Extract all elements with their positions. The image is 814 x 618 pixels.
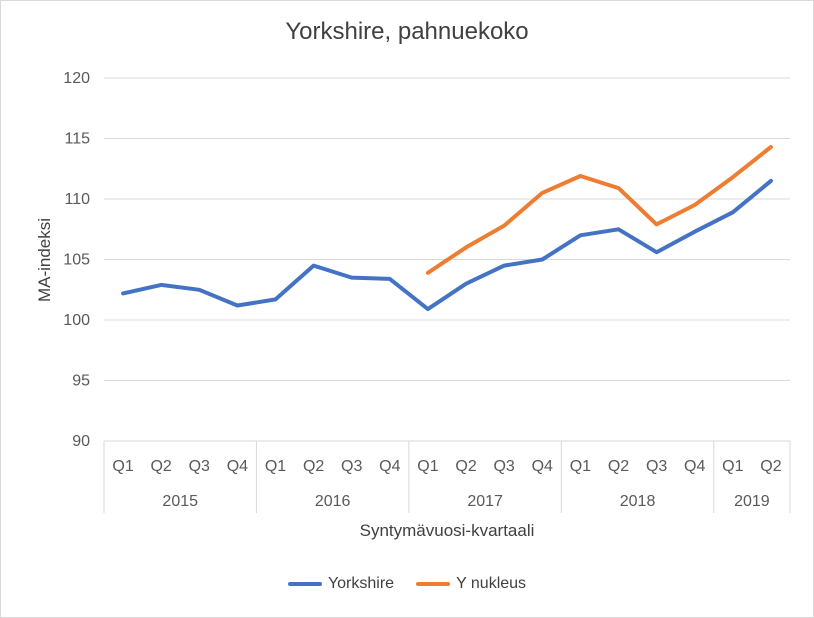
gridlines bbox=[104, 77, 790, 442]
x-tick-label: Q4 bbox=[684, 458, 705, 475]
series-lines bbox=[121, 145, 773, 312]
x-axis: Q1 Q2 Q3 Q4 Q1 Q2 Q3 Q4 Q1 Q2 Q3 Q4 Q1 Q2 Q3 Q4 Q1 Q2 2015… bbox=[103, 441, 791, 513]
x-tick-label: Q1 bbox=[417, 458, 438, 475]
x-tick-label: Q3 bbox=[646, 458, 667, 475]
legend-item: Yorkshire bbox=[287, 575, 395, 593]
x-tick-label: Q2 bbox=[150, 458, 171, 475]
x-tick-label: Q1 bbox=[570, 458, 591, 475]
x-tick-label: Q4 bbox=[227, 458, 248, 475]
x-tick-label: Q1 bbox=[112, 458, 133, 475]
x-tick-label: Q3 bbox=[493, 458, 514, 475]
x-group-label: 2017 bbox=[467, 493, 503, 510]
legend: Yorkshire Y nukleus bbox=[0, 575, 814, 593]
y-axis-ticks: 90 95 100 105 110 115 120 bbox=[63, 70, 90, 450]
x-group-label: 2018 bbox=[620, 493, 656, 510]
legend-swatch bbox=[287, 582, 322, 586]
legend-label: Y nukleus bbox=[456, 575, 527, 592]
x-tick-label: Q2 bbox=[303, 458, 324, 475]
y-tick-label: 110 bbox=[64, 191, 90, 208]
series-line-y-nukleus bbox=[425, 145, 773, 275]
x-tick-label: Q3 bbox=[341, 458, 362, 475]
x-group-label: 2016 bbox=[315, 493, 351, 510]
y-tick-label: 115 bbox=[64, 131, 90, 148]
legend-label: Yorkshire bbox=[327, 575, 395, 592]
y-tick-label: 95 bbox=[72, 373, 90, 390]
legend-swatch bbox=[416, 582, 451, 586]
x-tick-label: Q2 bbox=[760, 458, 781, 475]
y-tick-label: 105 bbox=[63, 252, 90, 269]
x-tick-label: Q1 bbox=[265, 458, 286, 475]
y-tick-label: 90 bbox=[72, 433, 90, 450]
y-axis-title: MA-indeksi bbox=[35, 218, 54, 302]
x-tick-label: Q4 bbox=[379, 458, 400, 475]
x-tick-label: Q1 bbox=[722, 458, 743, 475]
x-axis-title: Syntymävuosi-kvartaali bbox=[360, 521, 535, 540]
legend-item: Y nukleus bbox=[416, 575, 526, 593]
x-tick-label: Q2 bbox=[455, 458, 476, 475]
x-tick-label: Q3 bbox=[189, 458, 210, 475]
x-group-label: 2019 bbox=[734, 493, 770, 510]
x-tick-label: Q4 bbox=[532, 458, 553, 475]
chart-title: Yorkshire, pahnuekoko bbox=[285, 18, 529, 45]
x-group-label: 2015 bbox=[162, 493, 198, 510]
x-tick-label: Q2 bbox=[608, 458, 629, 475]
y-tick-label: 120 bbox=[63, 70, 90, 87]
series-line-yorkshire bbox=[121, 178, 773, 312]
y-tick-label: 100 bbox=[63, 312, 90, 329]
